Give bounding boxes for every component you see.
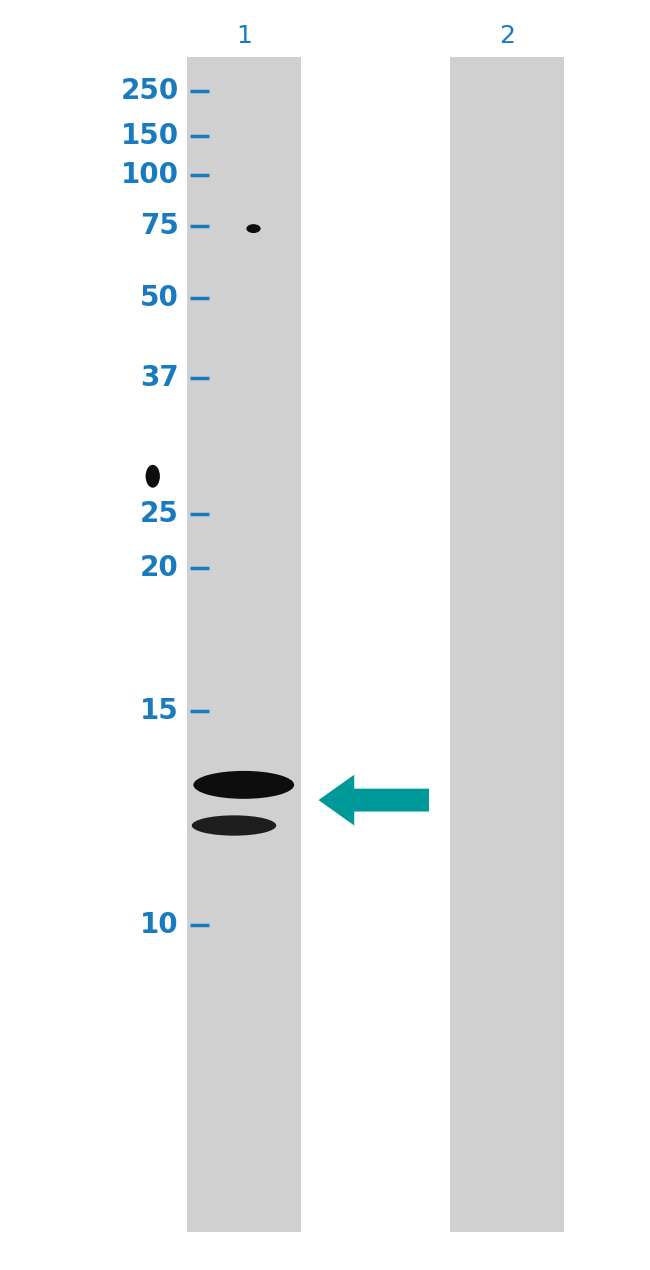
Text: 2: 2	[499, 24, 515, 47]
Text: 1: 1	[236, 24, 252, 47]
Ellipse shape	[246, 224, 261, 232]
Text: 250: 250	[120, 77, 179, 105]
Text: 50: 50	[140, 284, 179, 312]
Ellipse shape	[192, 815, 276, 836]
Ellipse shape	[194, 771, 294, 799]
Text: 100: 100	[121, 161, 179, 189]
FancyArrow shape	[318, 775, 429, 826]
Bar	[450, 57, 564, 1232]
Text: 15: 15	[140, 697, 179, 725]
Text: 37: 37	[140, 364, 179, 392]
Text: 150: 150	[121, 122, 179, 150]
Text: 10: 10	[140, 911, 179, 939]
Text: 20: 20	[140, 554, 179, 582]
Text: 75: 75	[140, 212, 179, 240]
Bar	[187, 57, 300, 1232]
Text: 25: 25	[140, 500, 179, 528]
Ellipse shape	[146, 465, 160, 488]
